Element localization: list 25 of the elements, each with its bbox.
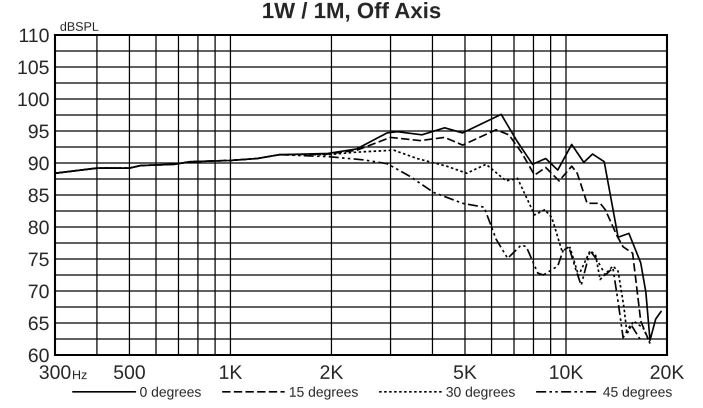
- x-tick-label: 20K: [650, 365, 684, 380]
- y-tick-label: 85: [28, 188, 49, 202]
- y-tick-label: 70: [28, 284, 49, 298]
- y-axis-title: dBSPL: [60, 22, 98, 31]
- legend-label: 15 degrees: [290, 386, 358, 400]
- legend-label: 0 degrees: [140, 386, 201, 400]
- y-tick-label: 65: [28, 316, 49, 330]
- x-tick-label: 1K: [220, 365, 242, 379]
- x-tick-label: 10K: [550, 365, 584, 380]
- x-axis-title: Hz: [73, 370, 87, 380]
- x-tick-label: 2K: [320, 365, 344, 379]
- x-tick-label: 300: [40, 365, 70, 380]
- y-tick-label: 90: [28, 156, 49, 170]
- legend-label: 30 degrees: [446, 386, 515, 400]
- x-tick-label: 500: [114, 365, 145, 380]
- y-tick-label: 105: [18, 60, 49, 74]
- y-tick-label: 75: [28, 252, 49, 266]
- y-tick-label: 110: [20, 28, 49, 42]
- y-tick-label: 100: [18, 92, 49, 106]
- y-tick-label: 95: [28, 124, 49, 138]
- y-tick-label: 60: [28, 348, 49, 362]
- chart-title: 1W / 1M, Off Axis: [263, 2, 440, 22]
- x-tick-label: 5K: [454, 365, 477, 380]
- y-tick-label: 80: [28, 220, 49, 234]
- legend-label: 45 degrees: [603, 386, 672, 400]
